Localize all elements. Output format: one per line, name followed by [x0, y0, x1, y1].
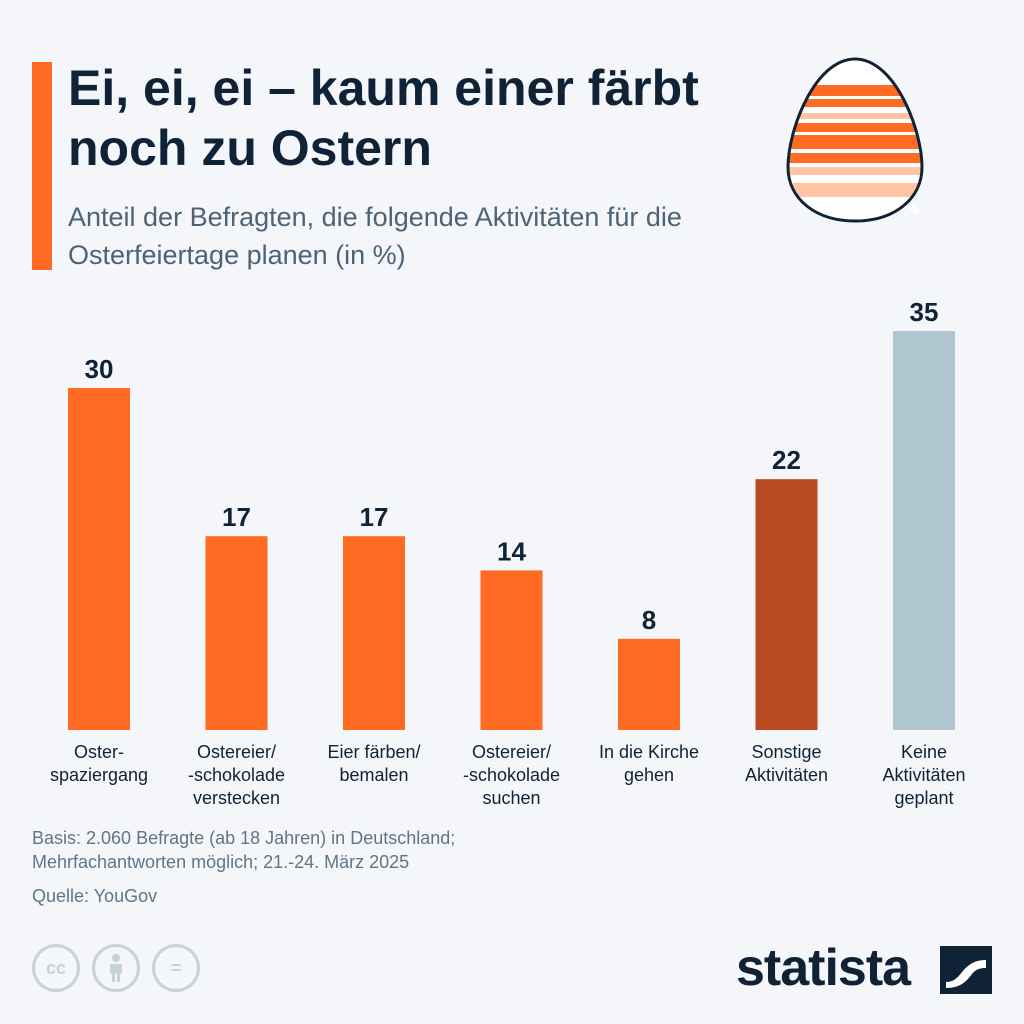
footnote: Basis: 2.060 Befragte (ab 18 Jahren) in …: [32, 826, 732, 874]
easter-egg-icon: [786, 57, 924, 223]
statista-logo-text[interactable]: statista: [736, 939, 911, 997]
bar-4: [618, 638, 680, 730]
title-accent-bar: [32, 62, 52, 270]
bar-value-label-3: 14: [497, 536, 526, 566]
source-text: Quelle: YouGov: [32, 886, 158, 906]
bar-0: [68, 388, 130, 730]
bar-value-label-0: 30: [85, 354, 114, 384]
bar-value-label-5: 22: [772, 445, 801, 475]
category-label-5: Sonstige Aktivitäten: [745, 742, 828, 785]
bar-value-label-2: 17: [360, 502, 389, 532]
category-label-2: Eier färben/bemalen: [327, 742, 420, 785]
page-subtitle: Anteil der Befragten, die folgende Aktiv…: [68, 202, 682, 270]
footnote-line-2: Mehrfachantworten möglich; 21.-24. März …: [32, 852, 410, 872]
statista-logo-icon: [940, 946, 992, 994]
category-label-0: Oster-spaziergang: [50, 742, 148, 785]
footnote-line-1: Basis: 2.060 Befragte (ab 18 Jahren) in …: [32, 828, 456, 848]
bar-value-label-6: 35: [910, 297, 939, 327]
license-icons: cc =: [32, 944, 200, 992]
category-label-1: Ostereier/-schokolade verstecken: [188, 742, 285, 808]
bar-value-label-4: 8: [642, 605, 656, 635]
page-title: Ei, ei, ei – kaum einer färbt noch zu Os…: [68, 60, 699, 176]
bar-1: [205, 536, 268, 730]
bar-chart: 30 17 17 14 8 22 35 Oster-spaziergang Ostereier…: [50, 297, 966, 808]
creative-commons-icon[interactable]: cc: [32, 944, 80, 992]
no-derivatives-icon[interactable]: =: [152, 944, 200, 992]
category-label-3: Ostereier/-schokolade suchen: [463, 742, 560, 808]
category-label-4: In die Kirche gehen: [599, 742, 699, 785]
bar-5: [755, 479, 818, 730]
bar-value-label-1: 17: [222, 502, 251, 532]
bar-3: [480, 570, 543, 730]
attribution-person-icon[interactable]: [92, 944, 140, 992]
bar-2: [343, 536, 405, 730]
category-label-6: Keine Aktivitäten geplant: [882, 742, 965, 808]
bar-6: [893, 331, 955, 730]
